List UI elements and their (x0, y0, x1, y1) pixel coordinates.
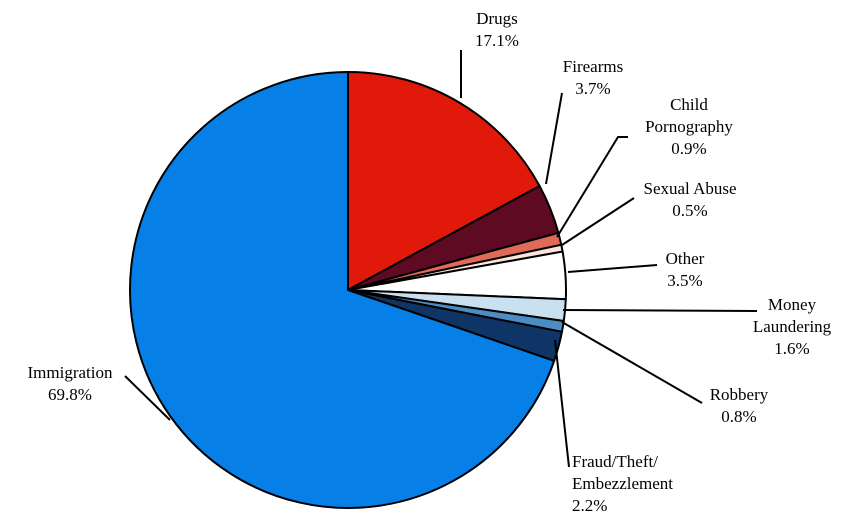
leader-line-other (567, 264, 658, 273)
label-text: Firearms (563, 57, 623, 76)
label-text: Pornography (645, 117, 733, 136)
label-percent: 17.1% (475, 31, 519, 50)
label-percent: 2.2% (572, 496, 607, 515)
label-sexual-abuse: Sexual Abuse 0.5% (643, 179, 736, 220)
label-immigration: Immigration 69.8% (28, 363, 113, 404)
leader-line-money-laundering (562, 309, 758, 312)
label-percent: 3.5% (667, 271, 702, 290)
label-firearms: Firearms 3.7% (563, 57, 623, 98)
label-text: Sexual Abuse (643, 179, 736, 198)
label-percent: 0.5% (672, 201, 707, 220)
label-percent: 0.8% (721, 407, 756, 426)
label-text: Immigration (28, 363, 113, 382)
label-text: Embezzlement (572, 474, 673, 493)
leader-line-firearms (545, 92, 563, 185)
label-drugs: Drugs 17.1% (475, 9, 519, 50)
label-text: Drugs (476, 9, 518, 28)
label-text: Laundering (753, 317, 832, 336)
label-percent: 0.9% (671, 139, 706, 158)
leader-line-sexual-abuse (561, 197, 635, 246)
leader-line-fraud-theft-embezzlement (554, 339, 570, 468)
label-fraud-theft-embezzlement: Fraud/Theft/Embezzlement 2.2% (572, 452, 673, 515)
leader-lines (124, 50, 758, 468)
label-percent: 3.7% (575, 79, 610, 98)
label-text: Money (768, 295, 817, 314)
label-percent: 69.8% (48, 385, 92, 404)
label-text: Child (670, 95, 708, 114)
slice-labels: Drugs 17.1% Firearms 3.7% Child Pornography 0.… (28, 9, 832, 515)
slice-immigration (129, 71, 556, 509)
label-robbery: Robbery 0.8% (710, 385, 769, 426)
label-money-laundering: Money Laundering 1.6% (753, 295, 832, 358)
slice-drugs (347, 71, 541, 291)
label-text: Other (666, 249, 705, 268)
label-text: Fraud/Theft/ (572, 452, 658, 471)
pie-slices (129, 71, 567, 509)
label-child-pornography: Child Pornography 0.9% (645, 95, 733, 158)
leader-line-child-pornography (556, 136, 628, 238)
leader-line-immigration (124, 375, 171, 421)
label-percent: 1.6% (774, 339, 809, 358)
label-text: Robbery (710, 385, 769, 404)
label-other: Other 3.5% (666, 249, 705, 290)
leader-line-robbery (561, 321, 703, 404)
